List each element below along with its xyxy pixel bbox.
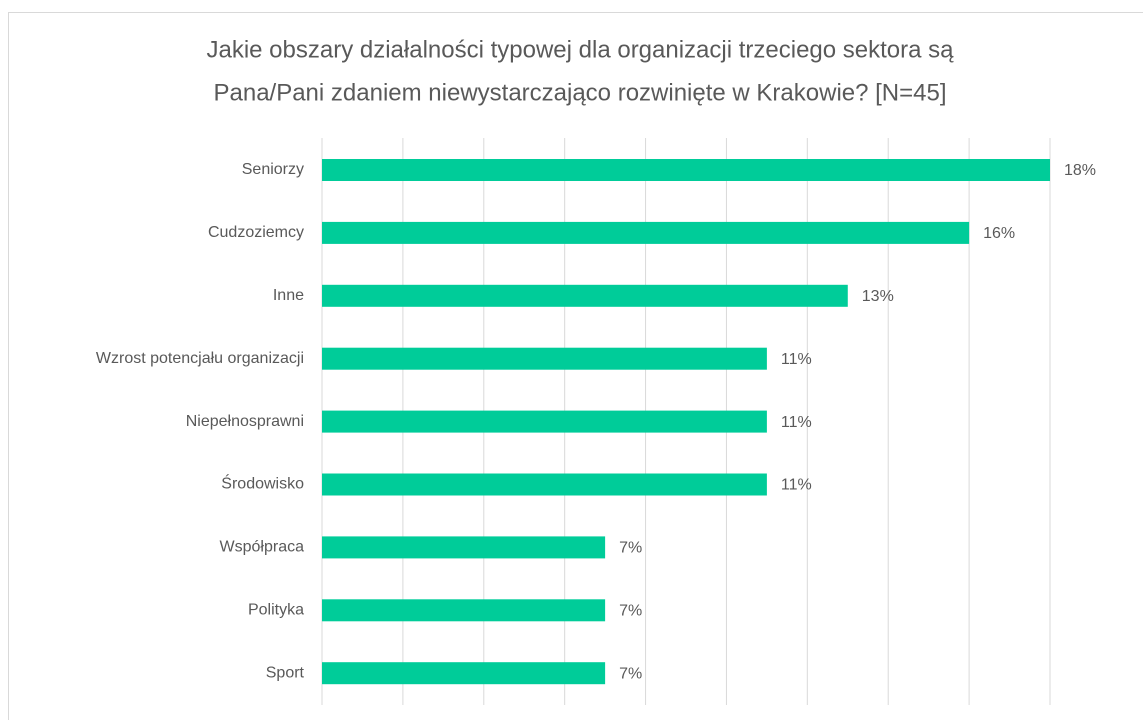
y-tick-label: Środowisko (221, 474, 304, 493)
data-label: 7% (619, 540, 642, 557)
data-label: 18% (1064, 162, 1096, 179)
bar (322, 599, 606, 622)
data-label: 11% (781, 414, 812, 431)
bar (322, 159, 1050, 181)
data-label: 11% (781, 477, 812, 494)
data-label: 13% (862, 288, 894, 305)
bar (322, 347, 767, 370)
bar (322, 473, 767, 496)
chart-title: Pana/Pani zdaniem niewystarczająco rozwi… (213, 79, 946, 106)
y-tick-label: Niepełnosprawni (186, 413, 304, 430)
y-tick-label: Cudzoziemcy (208, 224, 304, 241)
y-tick-label: Wzrost potencjału organizacji (96, 350, 304, 367)
y-tick-label: Inne (273, 287, 304, 304)
bar (322, 536, 606, 559)
y-tick-label: Sport (266, 664, 305, 681)
bar (322, 284, 848, 307)
y-tick-label: Współpraca (220, 539, 305, 556)
data-label: 7% (619, 665, 642, 682)
y-tick-label: Seniorzy (242, 161, 304, 178)
bar (322, 410, 767, 433)
bar (322, 662, 606, 685)
data-label: 16% (983, 225, 1015, 242)
bar (322, 221, 970, 244)
data-label: 7% (619, 603, 642, 620)
data-label: 11% (781, 351, 812, 368)
y-tick-label: Polityka (248, 602, 304, 619)
chart-title: Jakie obszary działalności typowej dla o… (206, 36, 954, 63)
